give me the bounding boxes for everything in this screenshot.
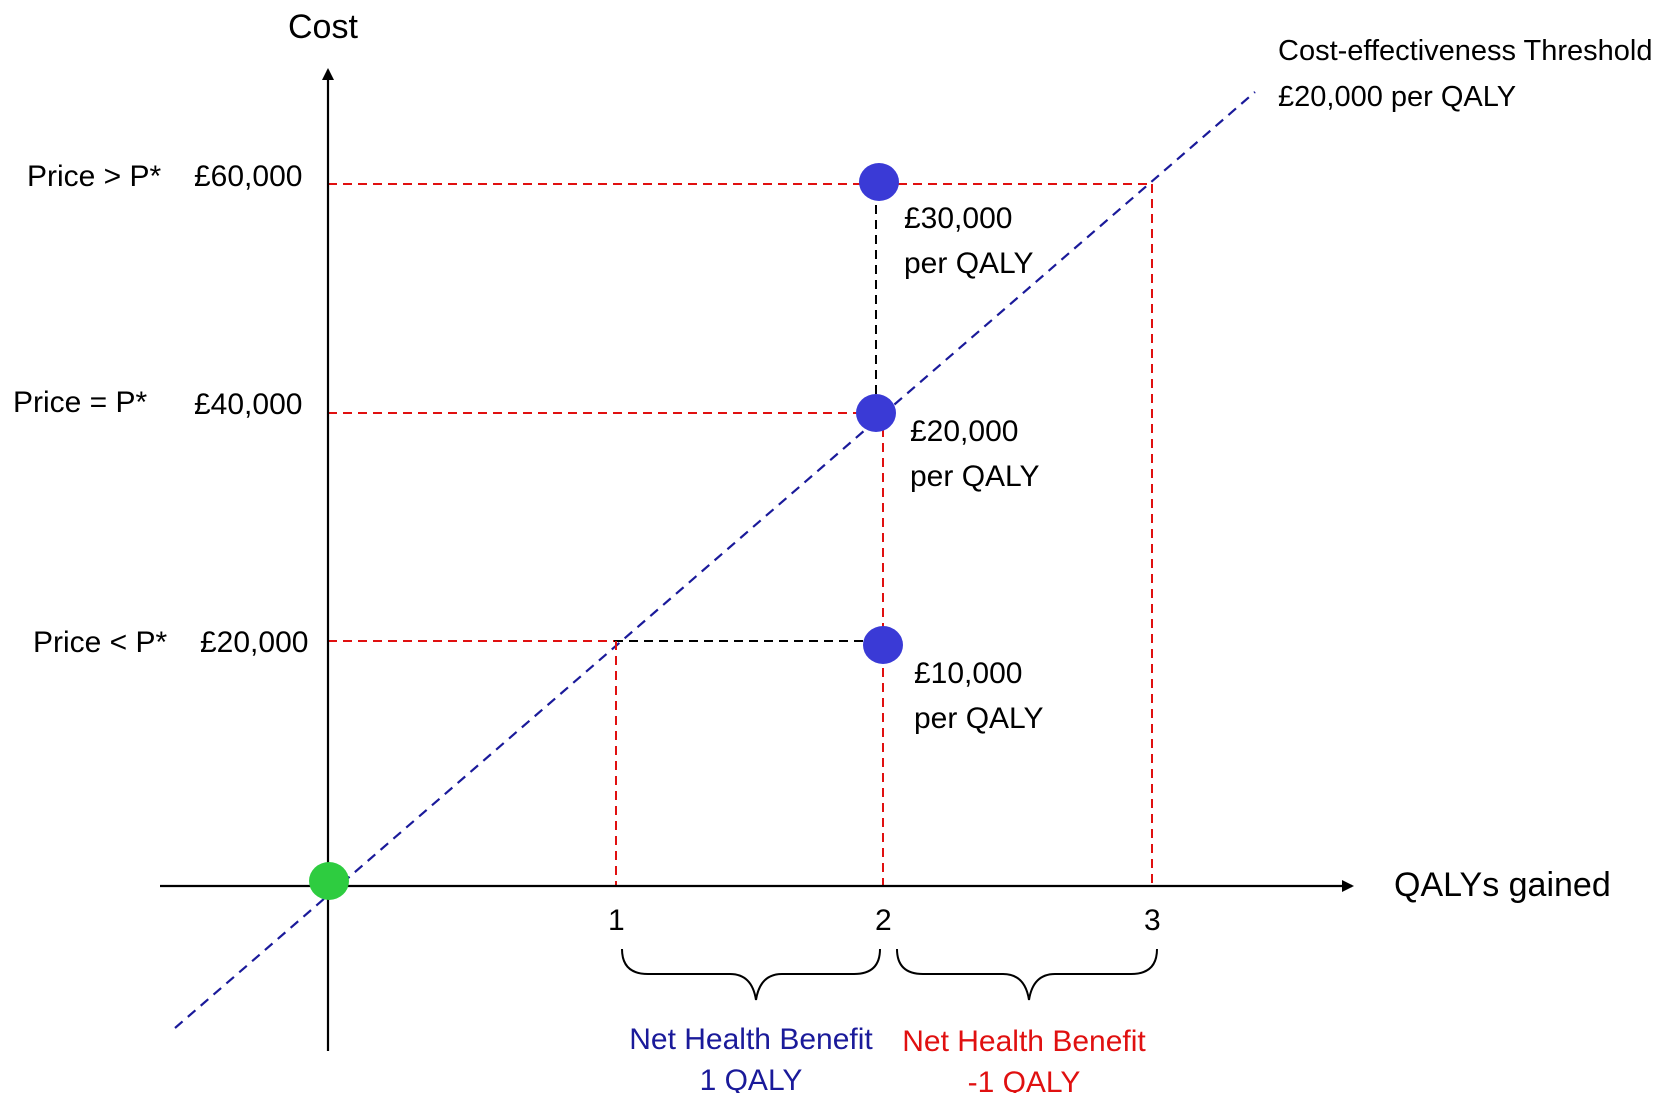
point-price-below <box>863 626 903 664</box>
threshold-label-line2: £20,000 per QALY <box>1278 81 1516 113</box>
threshold-label-line1: Cost-effectiveness Threshold <box>1278 35 1653 67</box>
icer-label-equal-line2: per QALY <box>910 460 1040 493</box>
net-benefit-positive-line1: Net Health Benefit <box>629 1023 873 1056</box>
icer-label-above-line2: per QALY <box>904 247 1034 280</box>
net-benefit-positive-line2: 1 QALY <box>700 1064 803 1093</box>
point-price-above <box>859 163 899 201</box>
price-label-below: Price < P* <box>33 626 168 659</box>
brace-negative <box>896 948 1158 1001</box>
origin-point <box>309 862 349 900</box>
icer-label-below-line2: per QALY <box>914 702 1044 735</box>
cost-label-20000: £20,000 <box>200 626 308 659</box>
price-label-above: Price > P* <box>27 160 162 193</box>
icer-label-above-line1: £30,000 <box>904 202 1012 235</box>
icer-label-equal-line1: £20,000 <box>910 415 1018 448</box>
net-benefit-negative-line2: -1 QALY <box>968 1066 1081 1093</box>
cost-label-60000: £60,000 <box>194 160 302 193</box>
cost-label-40000: £40,000 <box>194 388 302 421</box>
threshold-line <box>174 91 1256 1029</box>
x-tick-1: 1 <box>608 904 625 937</box>
x-axis-title: QALYs gained <box>1394 866 1611 904</box>
brace-positive <box>621 948 881 1001</box>
net-benefit-negative-line1: Net Health Benefit <box>902 1025 1146 1058</box>
price-label-equal: Price = P* <box>13 386 148 419</box>
point-price-equal <box>856 394 896 432</box>
y-axis-title: Cost <box>288 8 358 46</box>
icer-label-below-line1: £10,000 <box>914 657 1022 690</box>
x-tick-3: 3 <box>1144 904 1161 937</box>
x-tick-2: 2 <box>875 904 892 937</box>
